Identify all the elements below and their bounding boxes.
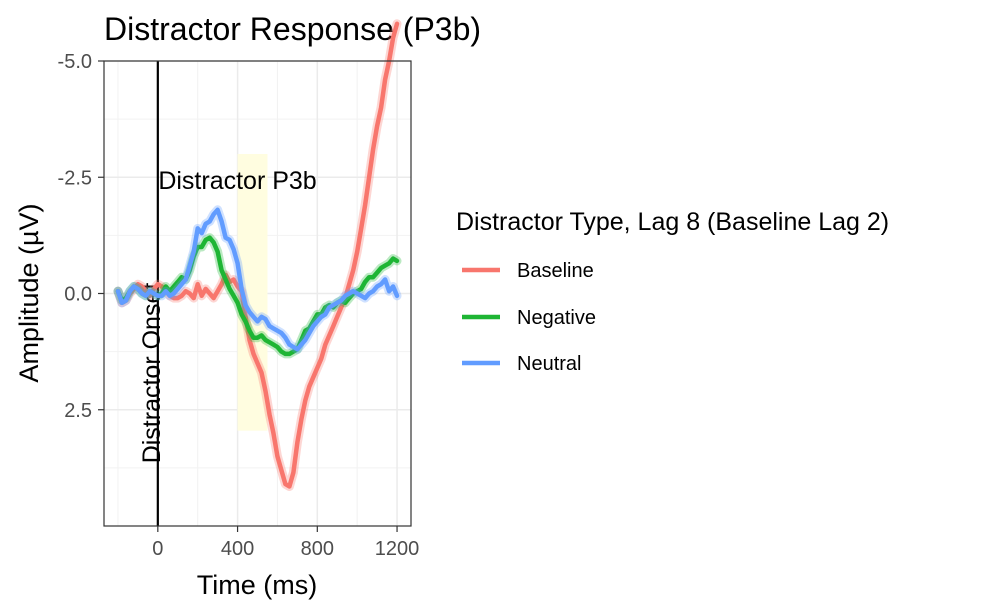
x-tick-label: 800 (301, 538, 334, 560)
series-layer (113, 19, 402, 491)
y-tick-label: 2.5 (64, 400, 92, 422)
series-line-neutral (115, 207, 400, 352)
y-tick-label: 0.0 (64, 284, 92, 306)
onset-label: Distractor Onset (138, 283, 166, 464)
y-tick-label: -5.0 (58, 51, 92, 73)
legend: Baseline Negative Neutral (462, 260, 596, 375)
y-axis-title: Amplitude (µV) (14, 203, 44, 382)
x-tick-label: 1200 (375, 538, 420, 560)
p3b-window-label: Distractor P3b (158, 167, 316, 195)
legend-title: Distractor Type, Lag 8 (Baseline Lag 2) (456, 208, 889, 236)
x-axis: 0 400 800 1200 (152, 526, 419, 560)
x-tick-label: 400 (221, 538, 254, 560)
series-line-negative (115, 235, 400, 357)
y-tick-label: -2.5 (58, 167, 92, 189)
x-axis-title: Time (ms) (197, 570, 317, 600)
y-axis: -5.0 -2.5 0.0 2.5 (58, 51, 104, 422)
legend-label-negative: Negative (517, 307, 596, 329)
x-tick-label: 0 (152, 538, 163, 560)
legend-label-baseline: Baseline (517, 260, 594, 282)
legend-label-neutral: Neutral (517, 353, 581, 375)
chart-title: Distractor Response (P3b) (104, 11, 481, 47)
